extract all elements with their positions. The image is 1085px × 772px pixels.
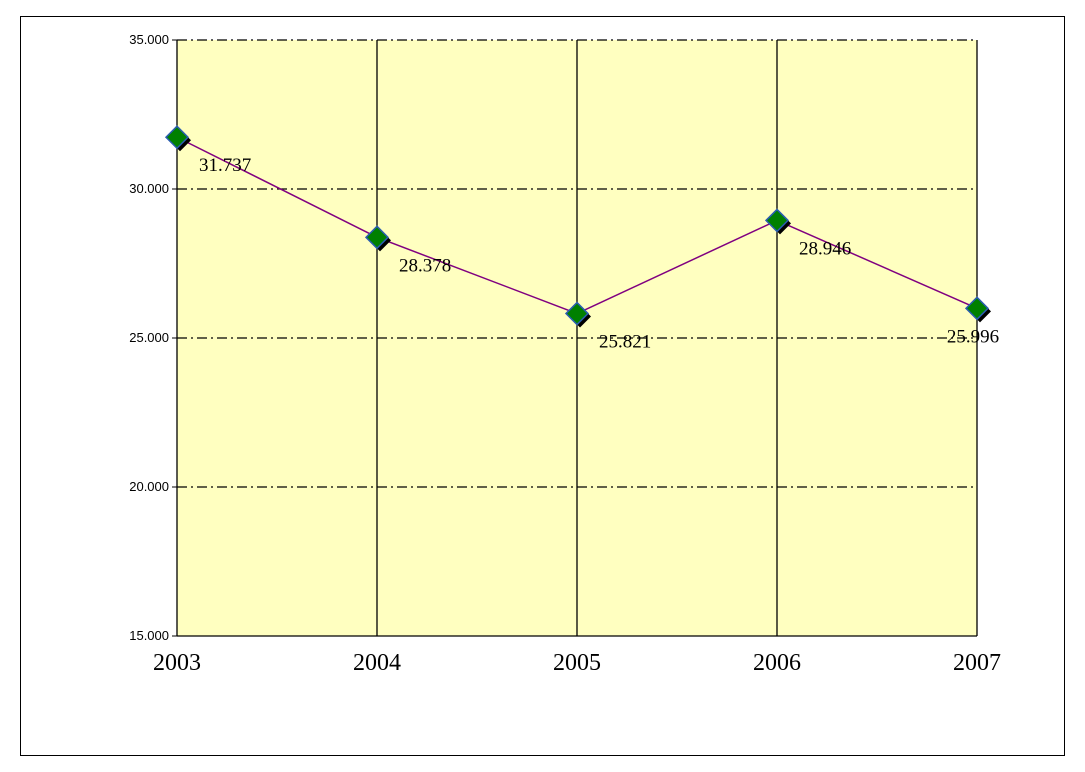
y-tick-marks	[172, 39, 177, 637]
y-tick-labels: 15.000 20.000 25.000 30.000 35.000	[129, 32, 169, 643]
x-tick-label-4: 2007	[953, 650, 1001, 676]
vertical-gridlines	[376, 40, 978, 636]
marker-2	[564, 301, 590, 326]
y-tick-label-1: 20.000	[129, 479, 169, 494]
data-point-2	[564, 301, 591, 328]
data-markers	[164, 125, 991, 328]
x-tick-label-1: 2004	[353, 650, 401, 676]
x-tick-labels: 2003 2004 2005 2006 2007	[153, 650, 1001, 676]
data-label-0: 31.737	[199, 155, 251, 176]
data-label-3: 28.946	[799, 238, 851, 259]
marker-0	[164, 125, 190, 150]
marker-3	[764, 208, 790, 233]
data-labels: 31.737 28.378 25.821 28.946 25.996	[199, 155, 999, 352]
marker-4	[964, 296, 990, 321]
x-tick-label-2: 2005	[553, 650, 601, 676]
y-tick-label-3: 30.000	[129, 181, 169, 196]
data-point-1	[364, 225, 391, 252]
y-tick-label-4: 35.000	[129, 32, 169, 47]
marker-1	[364, 225, 390, 250]
data-point-0	[164, 125, 191, 152]
x-tick-label-3: 2006	[753, 650, 801, 676]
y-tick-label-2: 25.000	[129, 330, 169, 345]
y-tick-label-0: 15.000	[129, 628, 169, 643]
data-label-1: 28.378	[399, 255, 451, 276]
x-tick-label-0: 2003	[153, 650, 201, 676]
data-point-3	[764, 208, 791, 235]
data-point-4	[964, 296, 991, 323]
data-label-4: 25.996	[947, 326, 999, 347]
data-label-2: 25.821	[599, 332, 651, 353]
